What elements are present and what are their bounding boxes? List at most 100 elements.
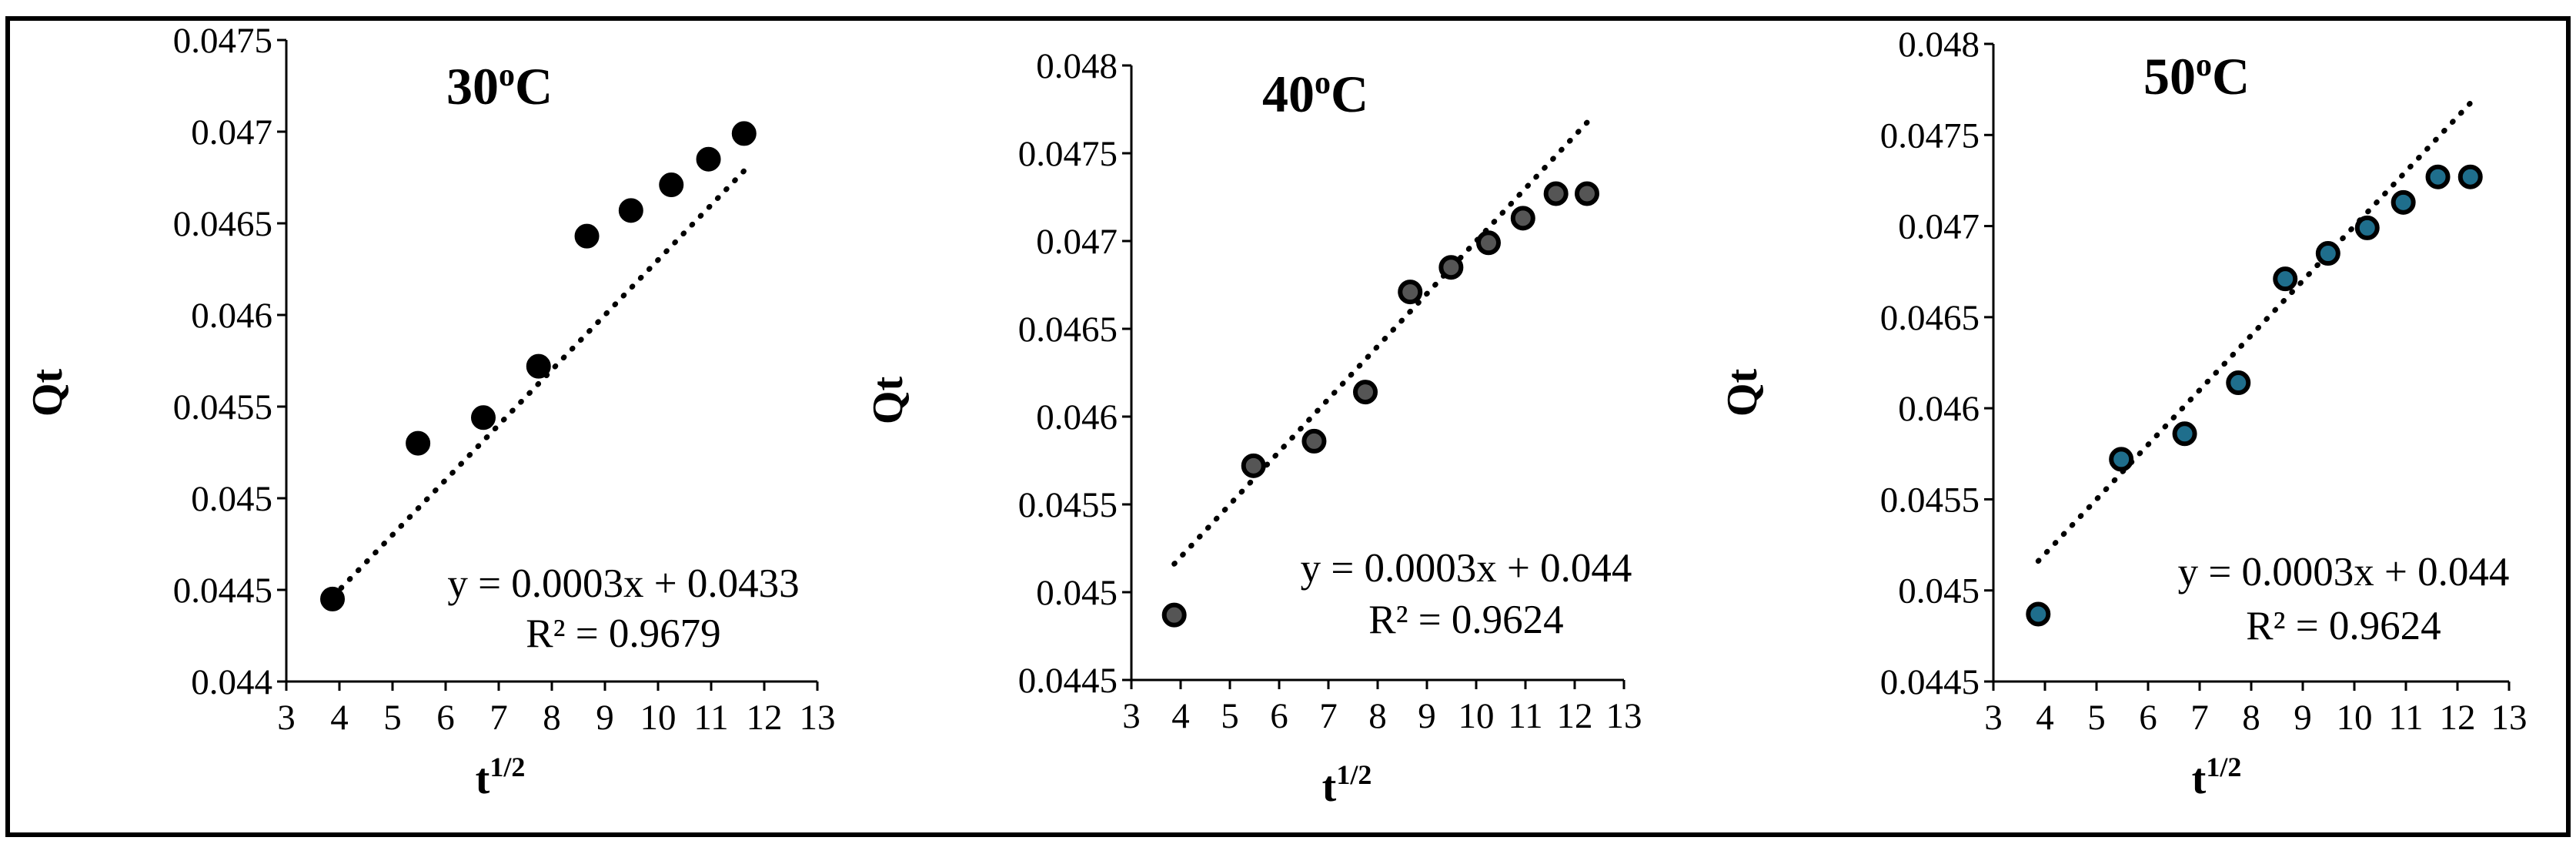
y-tick-label: 0.0475	[1880, 116, 1980, 156]
y-tick-label: 0.045	[191, 479, 272, 519]
y-tick-label: 0.0465	[173, 204, 272, 244]
x-tick-label: 6	[1270, 696, 1288, 736]
data-point	[2315, 241, 2340, 266]
x-tick-label: 11	[1508, 696, 1542, 736]
data-point	[2109, 447, 2134, 472]
data-point	[696, 146, 721, 172]
y-tick-label: 0.0455	[1880, 480, 1980, 520]
x-tick-label: 5	[1221, 696, 1239, 736]
data-point	[1161, 602, 1187, 628]
trendline-equation: y = 0.0003x + 0.044	[1301, 546, 1632, 591]
y-tick-label: 0.0465	[1018, 310, 1118, 350]
x-tick-label: 9	[596, 698, 614, 738]
x-tick-label: 12	[747, 698, 783, 738]
trendline	[1171, 119, 1590, 567]
data-point	[2457, 164, 2483, 189]
y-tick-label: 0.0475	[173, 21, 272, 61]
y-tick-label: 0.044	[191, 662, 272, 702]
y-tick-label: 0.0455	[173, 387, 272, 427]
y-tick-label: 0.045	[1898, 571, 1980, 611]
y-tick-label: 0.046	[191, 296, 272, 336]
chart-panel-50c: 50oC Qt t1/2 y = 0.0003x + 0.044 R² = 0.…	[1719, 25, 2528, 803]
x-tick-label: 3	[1122, 696, 1141, 736]
data-point	[1510, 206, 1535, 231]
data-point	[2354, 215, 2380, 240]
data-point	[1353, 380, 1378, 405]
x-tick-label: 13	[2491, 698, 2528, 738]
y-tick-label: 0.047	[191, 112, 272, 152]
x-tick-label: 9	[2294, 698, 2312, 738]
y-tick-label: 0.048	[1036, 46, 1118, 86]
x-tick-label: 13	[800, 698, 836, 738]
x-tick-label: 9	[1418, 696, 1436, 736]
data-point	[1301, 428, 1327, 454]
chart-panel-40c: 40oC Qt t1/2 y = 0.0003x + 0.044 R² = 0.…	[864, 46, 1642, 811]
y-axis-label: Qt	[864, 377, 912, 425]
trendline	[329, 168, 747, 600]
figure-border	[5, 16, 2571, 837]
y-tick-label: 0.0475	[1018, 134, 1118, 174]
r-squared-label: R² = 0.9624	[1368, 598, 1563, 642]
data-point	[2026, 601, 2051, 627]
data-point	[731, 121, 757, 146]
x-tick-label: 11	[693, 698, 728, 738]
x-tick-label: 6	[436, 698, 455, 738]
y-tick-label: 0.0445	[173, 571, 272, 611]
data-point	[2425, 164, 2451, 189]
x-tick-label: 11	[2388, 698, 2423, 738]
x-tick-label: 3	[277, 698, 296, 738]
x-axis-label: t1/2	[2192, 752, 2242, 803]
x-tick-label: 8	[2242, 698, 2260, 738]
x-tick-label: 3	[1984, 698, 2003, 738]
y-tick-label: 0.0445	[1880, 662, 1980, 702]
x-axis-label: t1/2	[476, 752, 526, 803]
data-point	[618, 198, 643, 223]
data-point	[526, 353, 551, 379]
data-point	[574, 223, 600, 249]
data-point	[1241, 453, 1266, 478]
y-tick-label: 0.046	[1036, 397, 1118, 437]
y-axis-label: Qt	[24, 369, 72, 417]
data-point	[1398, 280, 1423, 305]
y-tick-label: 0.0455	[1018, 485, 1118, 525]
x-tick-label: 6	[2139, 698, 2157, 738]
chart-panel-30c: 30oC Qt t1/2 y = 0.0003x + 0.0433 R² = 0…	[24, 21, 836, 803]
x-tick-label: 10	[1458, 696, 1495, 736]
x-tick-label: 7	[489, 698, 508, 738]
x-tick-label: 7	[2190, 698, 2209, 738]
r-squared-label: R² = 0.9624	[2246, 604, 2441, 648]
trendline-equation: y = 0.0003x + 0.0433	[447, 561, 799, 606]
data-point	[1438, 255, 1464, 280]
chart-title: 30oC	[446, 57, 553, 116]
r-squared-label: R² = 0.9679	[526, 611, 720, 656]
x-tick-label: 12	[1557, 696, 1593, 736]
x-tick-label: 5	[2087, 698, 2106, 738]
chart-title: 50oC	[2143, 47, 2250, 106]
x-tick-label: 8	[1368, 696, 1387, 736]
x-axis-label: t1/2	[1322, 759, 1372, 811]
x-tick-label: 4	[2036, 698, 2054, 738]
y-tick-label: 0.0445	[1018, 661, 1118, 701]
x-tick-label: 4	[1171, 696, 1190, 736]
data-point	[659, 172, 684, 198]
x-tick-label: 10	[2337, 698, 2373, 738]
data-point	[2226, 370, 2251, 396]
data-point	[1476, 230, 1501, 256]
x-tick-label: 10	[640, 698, 677, 738]
x-tick-label: 7	[1319, 696, 1338, 736]
data-point	[2172, 421, 2197, 447]
x-tick-label: 12	[2440, 698, 2476, 738]
data-point	[1575, 181, 1599, 206]
data-point	[2391, 189, 2416, 215]
x-tick-label: 13	[1606, 696, 1642, 736]
y-tick-label: 0.047	[1036, 222, 1118, 262]
data-point	[470, 405, 496, 430]
x-tick-label: 4	[330, 698, 349, 738]
chart-title: 40oC	[1262, 65, 1368, 123]
trendline-equation: y = 0.0003x + 0.044	[2178, 550, 2510, 594]
x-tick-label: 8	[543, 698, 561, 738]
data-point	[320, 586, 346, 611]
data-point	[1543, 181, 1569, 206]
x-tick-label: 5	[383, 698, 402, 738]
